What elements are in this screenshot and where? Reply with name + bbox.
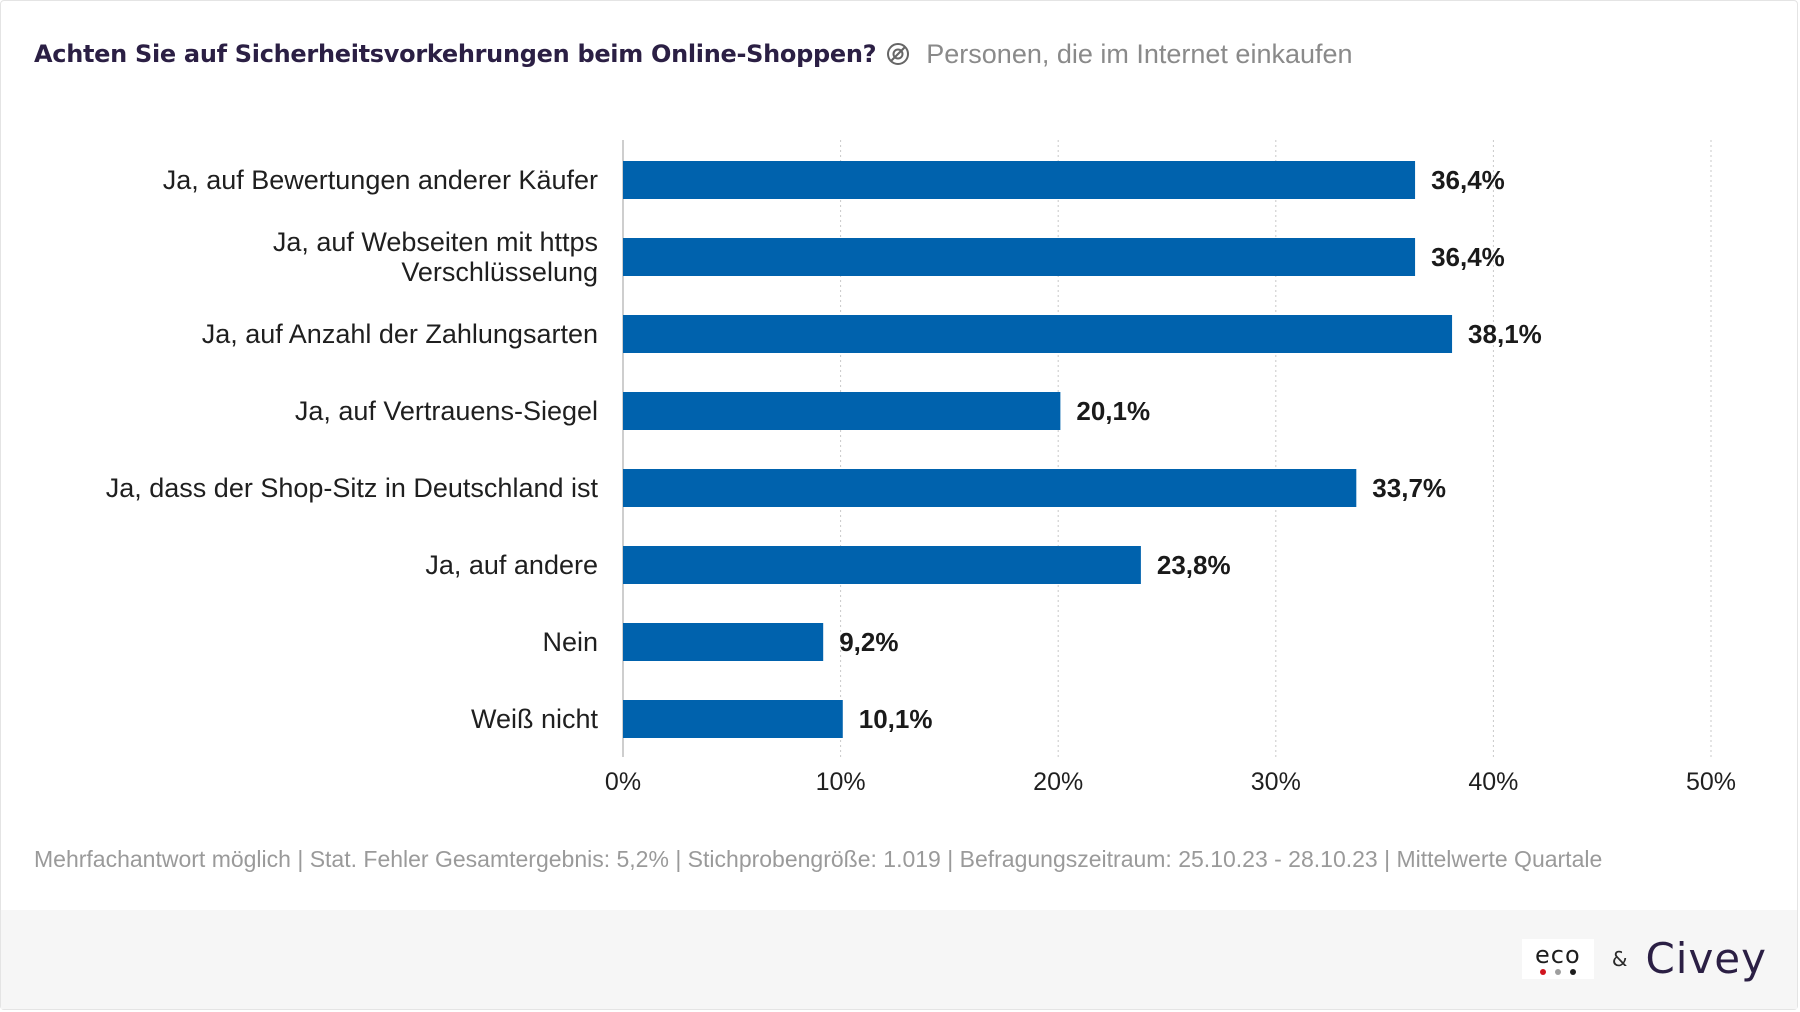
category-label: Ja, auf Vertrauens-Siegel [295,396,598,426]
x-tick-label: 40% [1468,768,1518,796]
value-label: 36,4% [1431,165,1505,195]
x-tick-label: 30% [1251,768,1301,796]
value-label: 10,1% [859,704,933,734]
footnote: Mehrfachantwort möglich | Stat. Fehler G… [34,846,1603,872]
bar [623,392,1061,430]
chart-title: Achten Sie auf Sicherheitsvorkehrungen b… [34,40,877,68]
category-label: Ja, dass der Shop-Sitz in Deutschland is… [106,473,599,503]
category-label: Weiß nicht [471,704,599,734]
bar [623,238,1416,276]
x-tick-label: 0% [605,768,641,796]
footer-bar: eco & Civey [1,910,1797,1009]
bar [623,469,1357,507]
chart-subtitle: Personen, die im Internet einkaufen [926,38,1353,69]
civey-logo[interactable]: Civey [1645,934,1767,983]
eco-dot-grey [1554,968,1561,975]
value-label: 20,1% [1076,396,1150,426]
x-tick-label: 50% [1686,768,1736,796]
category-label: Ja, auf andere [425,550,598,580]
bar [623,161,1416,199]
eco-logo[interactable]: eco [1521,938,1594,979]
eco-dot-black [1569,968,1576,975]
category-label: Nein [542,627,598,657]
chart-header: Achten Sie auf Sicherheitsvorkehrungen b… [34,34,1353,74]
ampersand: & [1611,946,1628,971]
x-tick-label: 20% [1033,768,1083,796]
population-filter-icon[interactable] [884,40,912,68]
bar [623,700,843,738]
category-label: Verschlüsselung [401,257,598,287]
category-label: Ja, auf Webseiten mit https [273,227,598,257]
bar [623,623,824,661]
value-label: 9,2% [839,627,898,657]
value-label: 23,8% [1157,550,1231,580]
bar-chart: 0% 10% 20% 30% 40% 50% Ja, auf Bewertungen and… [106,140,1736,796]
x-tick-label: 10% [816,768,866,796]
category-label: Ja, auf Bewertungen anderer Käufer [163,165,598,195]
eco-dot-red [1539,968,1546,975]
bar [623,315,1453,353]
value-label: 33,7% [1372,473,1446,503]
value-label: 38,1% [1468,319,1542,349]
category-label: Ja, auf Anzahl der Zahlungsarten [202,319,598,349]
eco-logo-dots [1539,968,1576,975]
eco-logo-text: eco [1535,940,1581,969]
value-label: 36,4% [1431,242,1505,272]
brand-logos: eco & Civey [1521,934,1767,983]
bar [623,546,1141,584]
